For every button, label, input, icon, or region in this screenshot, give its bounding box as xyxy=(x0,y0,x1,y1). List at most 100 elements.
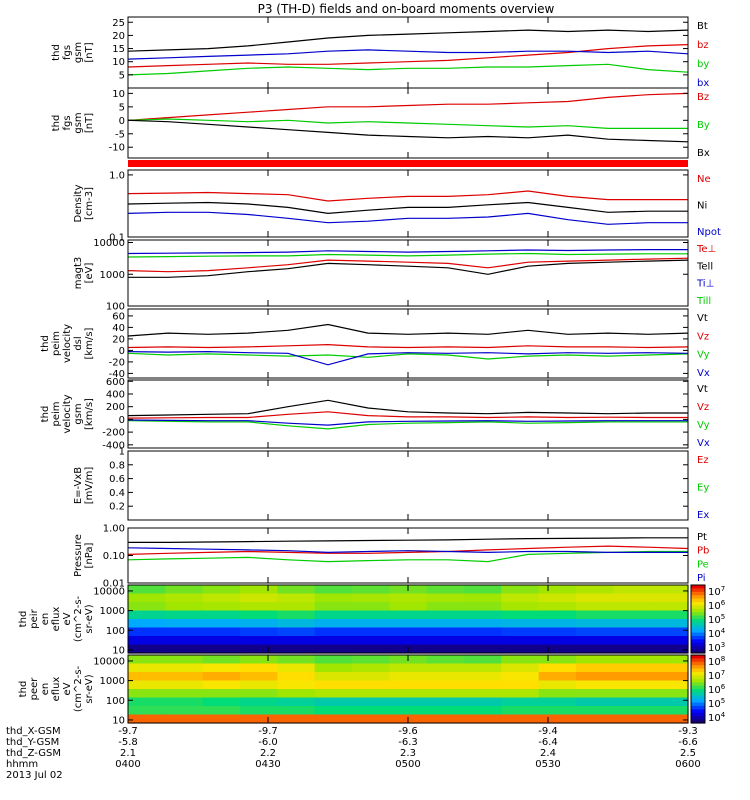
legend-label: Bx xyxy=(697,148,710,159)
heatmap-cell xyxy=(165,663,204,673)
y-axis-label: thd xyxy=(51,44,62,61)
heatmap-cell xyxy=(576,689,614,699)
heatmap-cell xyxy=(128,610,166,620)
heatmap-cell xyxy=(128,680,166,690)
heatmap-cell xyxy=(426,593,465,603)
series-line-Tell xyxy=(128,259,689,278)
heatmap-cell xyxy=(314,655,353,665)
heatmap-cell xyxy=(314,610,353,620)
heatmap-cell xyxy=(426,619,465,629)
series-line-Ni xyxy=(127,201,688,215)
heatmap-cell xyxy=(613,689,652,699)
heatmap-cell xyxy=(576,697,614,707)
colorbar-segment xyxy=(691,668,705,673)
heatmap-cell xyxy=(576,627,614,637)
colorbar-segment xyxy=(691,665,705,670)
y-tick-label: 10000 xyxy=(93,586,125,597)
heatmap-cell xyxy=(165,672,204,682)
x-tick-value: -6.0 xyxy=(258,737,278,748)
heatmap-cell xyxy=(426,627,465,637)
heatmap-cell xyxy=(277,627,316,637)
legend-label: bx xyxy=(697,78,709,89)
heatmap-cell xyxy=(202,610,241,620)
heatmap-cell xyxy=(389,672,428,682)
heatmap-cell xyxy=(389,636,428,646)
heatmap-cell xyxy=(501,714,540,724)
y-tick-label: 20 xyxy=(112,31,125,42)
heatmap-cell xyxy=(202,644,241,654)
heatmap-cell xyxy=(576,663,614,673)
heatmap-cell xyxy=(277,636,316,646)
heatmap-cell xyxy=(426,602,465,612)
heatmap-cell xyxy=(613,697,652,707)
heatmap-cell xyxy=(202,602,241,612)
legend-label: Vy xyxy=(697,350,710,361)
heatmap-cell xyxy=(538,636,577,646)
heatmap-cell xyxy=(426,636,465,646)
panel-3: Ne Ni Npot 0.1 1.0 Density [cm-3] xyxy=(73,169,721,244)
heatmap-cell xyxy=(314,714,353,724)
colorbar-tick-label: 107 xyxy=(708,585,725,598)
colorbar-segment xyxy=(691,602,705,606)
legend-label: by xyxy=(697,59,709,70)
heatmap-cell xyxy=(352,672,390,682)
heatmap-cell xyxy=(389,602,428,612)
heatmap-cell xyxy=(576,706,614,716)
heatmap-cell xyxy=(650,680,689,690)
y-tick-label: 10 xyxy=(112,89,125,100)
heatmap-cell xyxy=(464,689,502,699)
y-tick-label: 0 xyxy=(119,116,125,127)
heatmap-cell xyxy=(389,627,428,637)
y-tick-label: 5 xyxy=(119,102,125,113)
series-line-Vx xyxy=(127,419,688,426)
y-axis-label: dsl xyxy=(73,336,84,350)
heatmap-cell xyxy=(464,680,502,690)
legend-label: Ey xyxy=(697,483,709,494)
heatmap-cell xyxy=(501,644,540,654)
x-tick-value: 0600 xyxy=(675,759,700,770)
legend-label: Vx xyxy=(697,438,710,449)
heatmap-cell xyxy=(650,593,689,603)
heatmap-cell xyxy=(352,697,390,707)
heatmap-cell xyxy=(352,689,390,699)
series-line-Vz xyxy=(127,343,689,349)
y-axis-label: thd xyxy=(40,335,51,352)
heatmap-cell xyxy=(277,689,316,699)
series-line-Pb xyxy=(127,545,689,555)
heatmap-cell xyxy=(240,706,278,716)
y-axis-label: eV xyxy=(62,612,73,625)
legend-label: Vz xyxy=(697,331,709,342)
y-axis-label: (cm^2-s- xyxy=(73,665,84,712)
heatmap-cell xyxy=(501,619,540,629)
x-row-label: 2013 Jul 02 xyxy=(6,770,63,781)
heatmap-cell xyxy=(240,663,278,673)
legend-label: Vz xyxy=(697,402,709,413)
y-axis-label: gsm xyxy=(73,403,84,424)
heatmap-cell xyxy=(538,655,577,665)
colorbar-segment xyxy=(691,595,705,600)
heatmap-cell xyxy=(165,585,204,595)
y-tick-label: 0.01 xyxy=(103,579,125,590)
colorbar-segment xyxy=(691,709,705,714)
heatmap-cell xyxy=(650,714,689,724)
heatmap-cell xyxy=(352,706,390,716)
heatmap-cell xyxy=(576,672,614,682)
heatmap-cell xyxy=(576,610,614,620)
heatmap-cell xyxy=(240,610,278,620)
heatmap-cell xyxy=(202,655,241,665)
heatmap-cell xyxy=(464,697,502,707)
heatmap-cell xyxy=(240,655,278,665)
legend-label: Pi xyxy=(697,573,706,584)
colorbar-segment xyxy=(691,699,705,704)
heatmap-cell xyxy=(613,644,652,654)
heatmap-cell xyxy=(128,602,166,612)
y-axis-label: [km/s] xyxy=(84,398,95,430)
heatmap-cell xyxy=(240,636,278,646)
series-line-Till xyxy=(127,252,688,258)
x-row-label: thd_X-GSM xyxy=(6,726,61,737)
y-axis-label: peer xyxy=(29,677,40,701)
colorbar-segment xyxy=(691,615,705,620)
heatmap-cell xyxy=(352,627,390,637)
